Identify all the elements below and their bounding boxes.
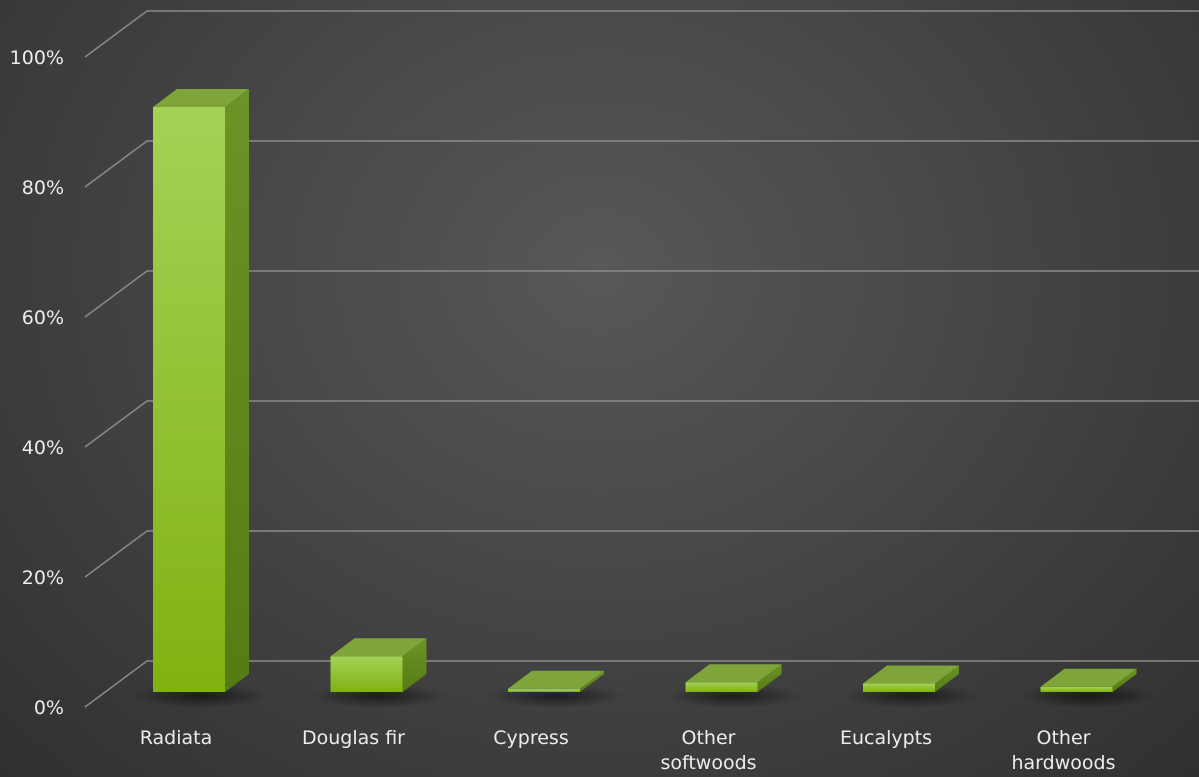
- bar-front: [153, 107, 225, 692]
- bar: [132, 89, 270, 708]
- x-category-label: Radiata: [140, 727, 213, 749]
- bar-side: [757, 664, 782, 692]
- gridline: [84, 10, 1199, 58]
- x-category-label: softwoods: [660, 752, 756, 774]
- bar: [487, 670, 625, 708]
- x-category-label: Other: [1037, 727, 1091, 749]
- y-tick-label: 0%: [34, 697, 64, 719]
- bar-side: [402, 638, 427, 692]
- bar-front: [863, 683, 935, 692]
- bar-side: [225, 89, 249, 692]
- bar-front: [685, 682, 758, 692]
- y-tick-label: 100%: [10, 47, 64, 69]
- y-tick-label: 40%: [22, 437, 64, 459]
- y-tick-label: 80%: [22, 177, 64, 199]
- bar-top: [1040, 668, 1137, 687]
- x-axis: Radiata Douglas fir Cypress Other softwoods E…: [140, 727, 1116, 774]
- x-category-label: Cypress: [493, 727, 568, 749]
- x-category-label: hardwoods: [1012, 752, 1116, 774]
- gridline: [84, 140, 1199, 188]
- bar: [310, 638, 447, 708]
- bar: [1020, 668, 1157, 708]
- y-tick-label: 20%: [22, 567, 64, 589]
- bar-side: [935, 665, 959, 692]
- y-tick-label: 60%: [22, 307, 64, 329]
- bar-side: [580, 670, 604, 692]
- gridline: [84, 530, 1199, 578]
- gridline: [84, 270, 1199, 318]
- bar-top: [685, 664, 782, 683]
- bar-top: [330, 638, 427, 657]
- bars: [132, 89, 1157, 708]
- bar-side: [1112, 668, 1137, 692]
- gridlines: [84, 10, 1199, 708]
- bar-top: [508, 670, 604, 689]
- x-category-label: Eucalypts: [840, 727, 932, 749]
- gridline: [84, 400, 1199, 448]
- bar: [665, 664, 802, 708]
- bar-front: [508, 688, 580, 692]
- bar-front: [330, 656, 403, 692]
- gridline: [84, 660, 1199, 708]
- x-category-label: Douglas fir: [302, 727, 405, 749]
- bar-top: [863, 665, 959, 684]
- bar: [842, 665, 980, 708]
- y-axis: 0% 20% 40% 60% 80% 100%: [10, 47, 64, 719]
- bar-top: [153, 89, 249, 107]
- x-category-label: Other: [682, 727, 736, 749]
- bar-front: [1040, 686, 1113, 692]
